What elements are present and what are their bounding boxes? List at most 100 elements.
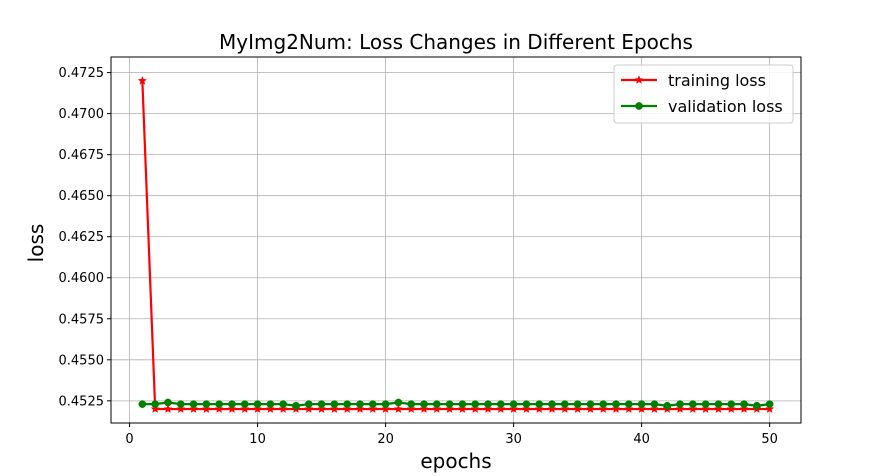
data-point — [598, 404, 608, 414]
data-point — [624, 404, 634, 414]
data-point — [342, 404, 352, 414]
data-point — [202, 400, 211, 408]
y-tick-label: 0.4625 — [59, 230, 105, 245]
axes: 0 10 20 30 40 50 0.4525 0.4550 0.4575 0.4600 0.462… — [59, 66, 778, 447]
data-point — [407, 400, 416, 408]
data-point — [138, 400, 147, 408]
data-point — [406, 404, 416, 414]
data-point — [611, 404, 621, 414]
data-point — [471, 400, 480, 408]
x-tick-label: 50 — [761, 432, 778, 447]
data-point — [228, 400, 236, 408]
data-point — [368, 404, 378, 414]
data-point — [612, 400, 620, 408]
data-point — [508, 404, 519, 414]
data-point — [624, 400, 633, 408]
data-point — [393, 404, 404, 414]
data-point — [419, 404, 429, 414]
data-point — [560, 400, 569, 408]
data-point — [714, 400, 723, 408]
data-point — [688, 404, 698, 414]
x-tick-label: 30 — [505, 432, 522, 447]
data-point — [188, 404, 199, 414]
data-point — [458, 400, 467, 408]
data-point — [215, 400, 224, 408]
data-point — [252, 404, 263, 414]
data-point — [740, 400, 748, 408]
x-axis-title: epochs — [420, 449, 491, 473]
data-point — [368, 400, 377, 408]
data-point — [701, 400, 710, 408]
legend-label: validation loss — [668, 97, 783, 116]
legend: training loss validation loss — [613, 64, 794, 124]
data-point — [201, 404, 212, 414]
x-tick-label: 40 — [633, 432, 650, 447]
y-tick-label: 0.4550 — [59, 353, 105, 368]
data-point — [176, 404, 186, 414]
y-tick-label: 0.4525 — [59, 394, 105, 409]
data-point — [240, 404, 250, 414]
data-point — [521, 404, 532, 414]
data-point — [650, 400, 659, 408]
x-tick-label: 0 — [125, 432, 133, 447]
data-point — [675, 404, 685, 414]
legend-entry: training loss — [621, 71, 766, 90]
y-tick-label: 0.4700 — [59, 107, 105, 122]
data-point — [394, 398, 403, 407]
data-point — [727, 400, 736, 408]
data-point — [329, 404, 340, 414]
data-point — [444, 404, 455, 414]
data-point — [700, 404, 711, 414]
data-point — [484, 400, 492, 408]
data-point — [676, 400, 684, 408]
data-point — [457, 404, 468, 414]
data-point — [163, 404, 173, 414]
x-tick-label: 10 — [249, 432, 266, 447]
data-point — [483, 404, 493, 414]
data-point — [176, 400, 185, 408]
data-point — [380, 404, 391, 414]
data-point — [278, 404, 288, 414]
data-point — [137, 75, 148, 85]
data-point — [343, 400, 352, 408]
data-point — [522, 400, 531, 408]
data-point — [265, 404, 276, 414]
data-point — [316, 404, 327, 414]
y-tick-label: 0.4650 — [59, 189, 105, 204]
series-line — [142, 401, 770, 407]
data-point — [765, 400, 774, 408]
data-point — [573, 400, 582, 408]
chart-title: MyImg2Num: Loss Changes in Different Epo… — [219, 30, 693, 54]
data-point — [752, 401, 761, 410]
data-point — [572, 404, 583, 414]
data-point — [637, 400, 646, 408]
y-tick-label: 0.4600 — [59, 271, 105, 286]
data-point — [432, 400, 441, 408]
data-point — [304, 400, 313, 408]
legend-label: training loss — [668, 71, 766, 90]
data-point — [548, 400, 556, 408]
plot-area-frame — [110, 56, 802, 424]
data-point — [432, 404, 442, 414]
data-point — [496, 400, 505, 408]
data-point — [445, 400, 454, 408]
data-point — [663, 401, 672, 410]
data-point — [496, 404, 506, 414]
data-point — [739, 404, 749, 414]
legend-box — [613, 64, 794, 124]
data-point — [420, 400, 428, 408]
data-point — [381, 400, 390, 408]
data-point — [266, 400, 275, 408]
data-point — [585, 404, 596, 414]
data-point — [292, 401, 300, 410]
data-point — [649, 404, 660, 414]
data-point — [688, 400, 697, 408]
data-point — [355, 404, 365, 414]
legend-entry: validation loss — [621, 97, 783, 116]
data-point — [726, 404, 736, 414]
data-point — [227, 404, 237, 414]
data-point — [356, 400, 364, 408]
data-point — [279, 400, 288, 408]
y-tick-label: 0.4675 — [59, 148, 105, 163]
